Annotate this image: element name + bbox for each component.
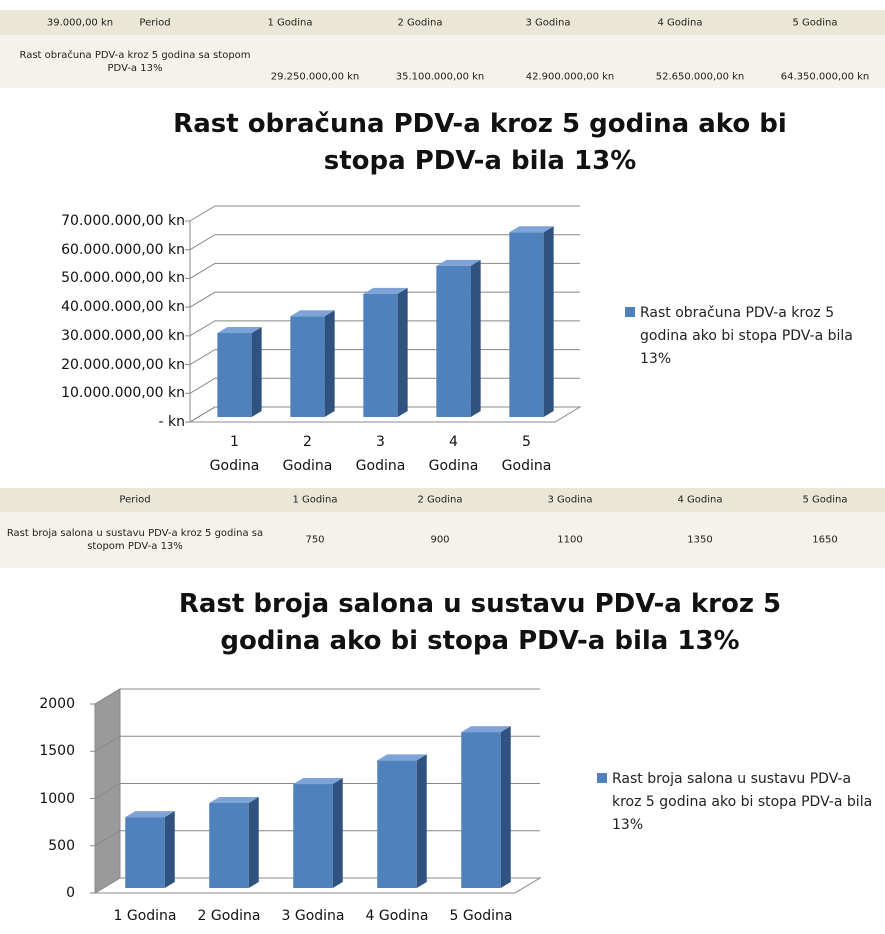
x-tick-label: 5 Godina [501, 434, 552, 474]
table-cell: 1100 [557, 534, 583, 546]
table-header-cell: 1 Godina [292, 494, 338, 506]
bar [125, 817, 165, 888]
bar-side [470, 259, 481, 417]
bar-top [461, 726, 511, 733]
table-cell: 1650 [812, 534, 838, 546]
x-tick-label: 2 Godina [282, 434, 333, 474]
table-header-bg [0, 488, 885, 512]
bar-top [509, 226, 554, 233]
table-header-cell: 3 Godina [525, 17, 571, 29]
table-header-cell: 39.000,00 kn [46, 17, 114, 29]
table-cell: 900 [430, 534, 450, 546]
grid-line [189, 205, 580, 222]
bar-side [164, 811, 175, 888]
legend-label: Rast broja salona u sustavu PDV-a kroz 5… [612, 771, 873, 833]
bar-side [324, 310, 335, 417]
table-row-label: Rast obračuna PDV-a kroz 5 godina sa sto… [19, 50, 251, 74]
table-header-bg [0, 10, 885, 35]
table-header-cell: 1 Godina [267, 17, 313, 29]
table-header-cell: Period [119, 494, 151, 506]
bar-side [248, 796, 259, 888]
bar-side [251, 327, 262, 417]
bar [509, 232, 544, 417]
y-tick-label: 60.000.000,00 kn [61, 241, 185, 258]
grid-line [94, 735, 540, 752]
bar-top [290, 310, 335, 317]
bar-top [293, 778, 343, 785]
table-header-cell: 2 Godina [417, 494, 463, 506]
x-tick-label: 1 Godina [113, 908, 177, 924]
x-tick-label: 4 Godina [428, 434, 479, 474]
x-tick-label: 5 Godina [449, 908, 513, 924]
table-header-cell: 3 Godina [547, 494, 593, 506]
bar-top [377, 754, 427, 761]
bar [217, 333, 252, 417]
bar-side [332, 778, 343, 888]
bar [377, 760, 417, 888]
bar-side [500, 726, 511, 888]
table-header-cell: 5 Godina [802, 494, 848, 506]
table-cell: 52.650.000,00 kn [655, 71, 745, 83]
y-tick-label: 40.000.000,00 kn [61, 299, 185, 316]
bar-top [363, 287, 408, 294]
table-cell: 64.350.000,00 kn [780, 71, 870, 83]
bar [290, 316, 325, 417]
table-row-bg [0, 35, 885, 88]
y-tick-label: 500 [48, 837, 75, 854]
grid-line [94, 688, 540, 705]
bar-side [543, 226, 554, 417]
bar-top [436, 259, 481, 266]
table-row-label: Rast broja salona u sustavu PDV-a kroz 5… [6, 528, 264, 552]
bar [461, 732, 501, 888]
table-row-bg [0, 512, 885, 568]
table-cell: 42.900.000,00 kn [525, 71, 615, 83]
bar-side [397, 287, 408, 417]
y-tick-label: 1500 [39, 743, 75, 760]
chart-title: Rast broja salona u sustavu PDV-a kroz 5… [178, 589, 782, 656]
bar-top [125, 811, 175, 818]
legend-swatch [597, 773, 607, 783]
bar [436, 265, 471, 417]
bar-top [209, 796, 259, 803]
bar [363, 293, 398, 417]
y-tick-label: 30.000.000,00 kn [61, 327, 185, 344]
y-tick-label: 0 [66, 885, 75, 901]
x-tick-label: 1 Godina [209, 434, 260, 474]
legend-swatch [625, 307, 635, 317]
table-header-cell: 4 Godina [677, 494, 723, 506]
y-tick-label: 70.000.000,00 kn [61, 213, 185, 229]
table-header-cell: 5 Godina [792, 17, 838, 29]
chart-title: Rast obračuna PDV-a kroz 5 godina ako bi… [173, 109, 787, 176]
table-cell: 1350 [687, 534, 713, 546]
bar-top [217, 327, 262, 334]
y-tick-label: 20.000.000,00 kn [61, 356, 185, 373]
x-tick-label: 3 Godina [281, 908, 345, 924]
bar [293, 784, 333, 888]
table-header-cell: Period [139, 17, 171, 29]
table-cell: 750 [305, 534, 325, 546]
grid-line [189, 234, 580, 251]
bar [209, 802, 249, 888]
table-header-cell: 2 Godina [397, 17, 443, 29]
y-tick-label: 2000 [39, 696, 75, 712]
y-tick-label: 10.000.000,00 kn [61, 385, 185, 402]
y-tick-label: 1000 [39, 790, 75, 807]
legend-label: Rast obračuna PDV-a kroz 5 godina ako bi… [640, 305, 853, 367]
table-cell: 29.250.000,00 kn [270, 71, 360, 83]
y-tick-label: - kn [158, 414, 185, 430]
y-tick-label: 50.000.000,00 kn [61, 270, 185, 287]
table-header-cell: 4 Godina [657, 17, 703, 29]
table-cell: 35.100.000,00 kn [395, 71, 485, 83]
x-tick-label: 3 Godina [355, 434, 406, 474]
x-tick-label: 2 Godina [197, 908, 261, 924]
x-tick-label: 4 Godina [365, 908, 429, 924]
bar-side [416, 754, 427, 888]
